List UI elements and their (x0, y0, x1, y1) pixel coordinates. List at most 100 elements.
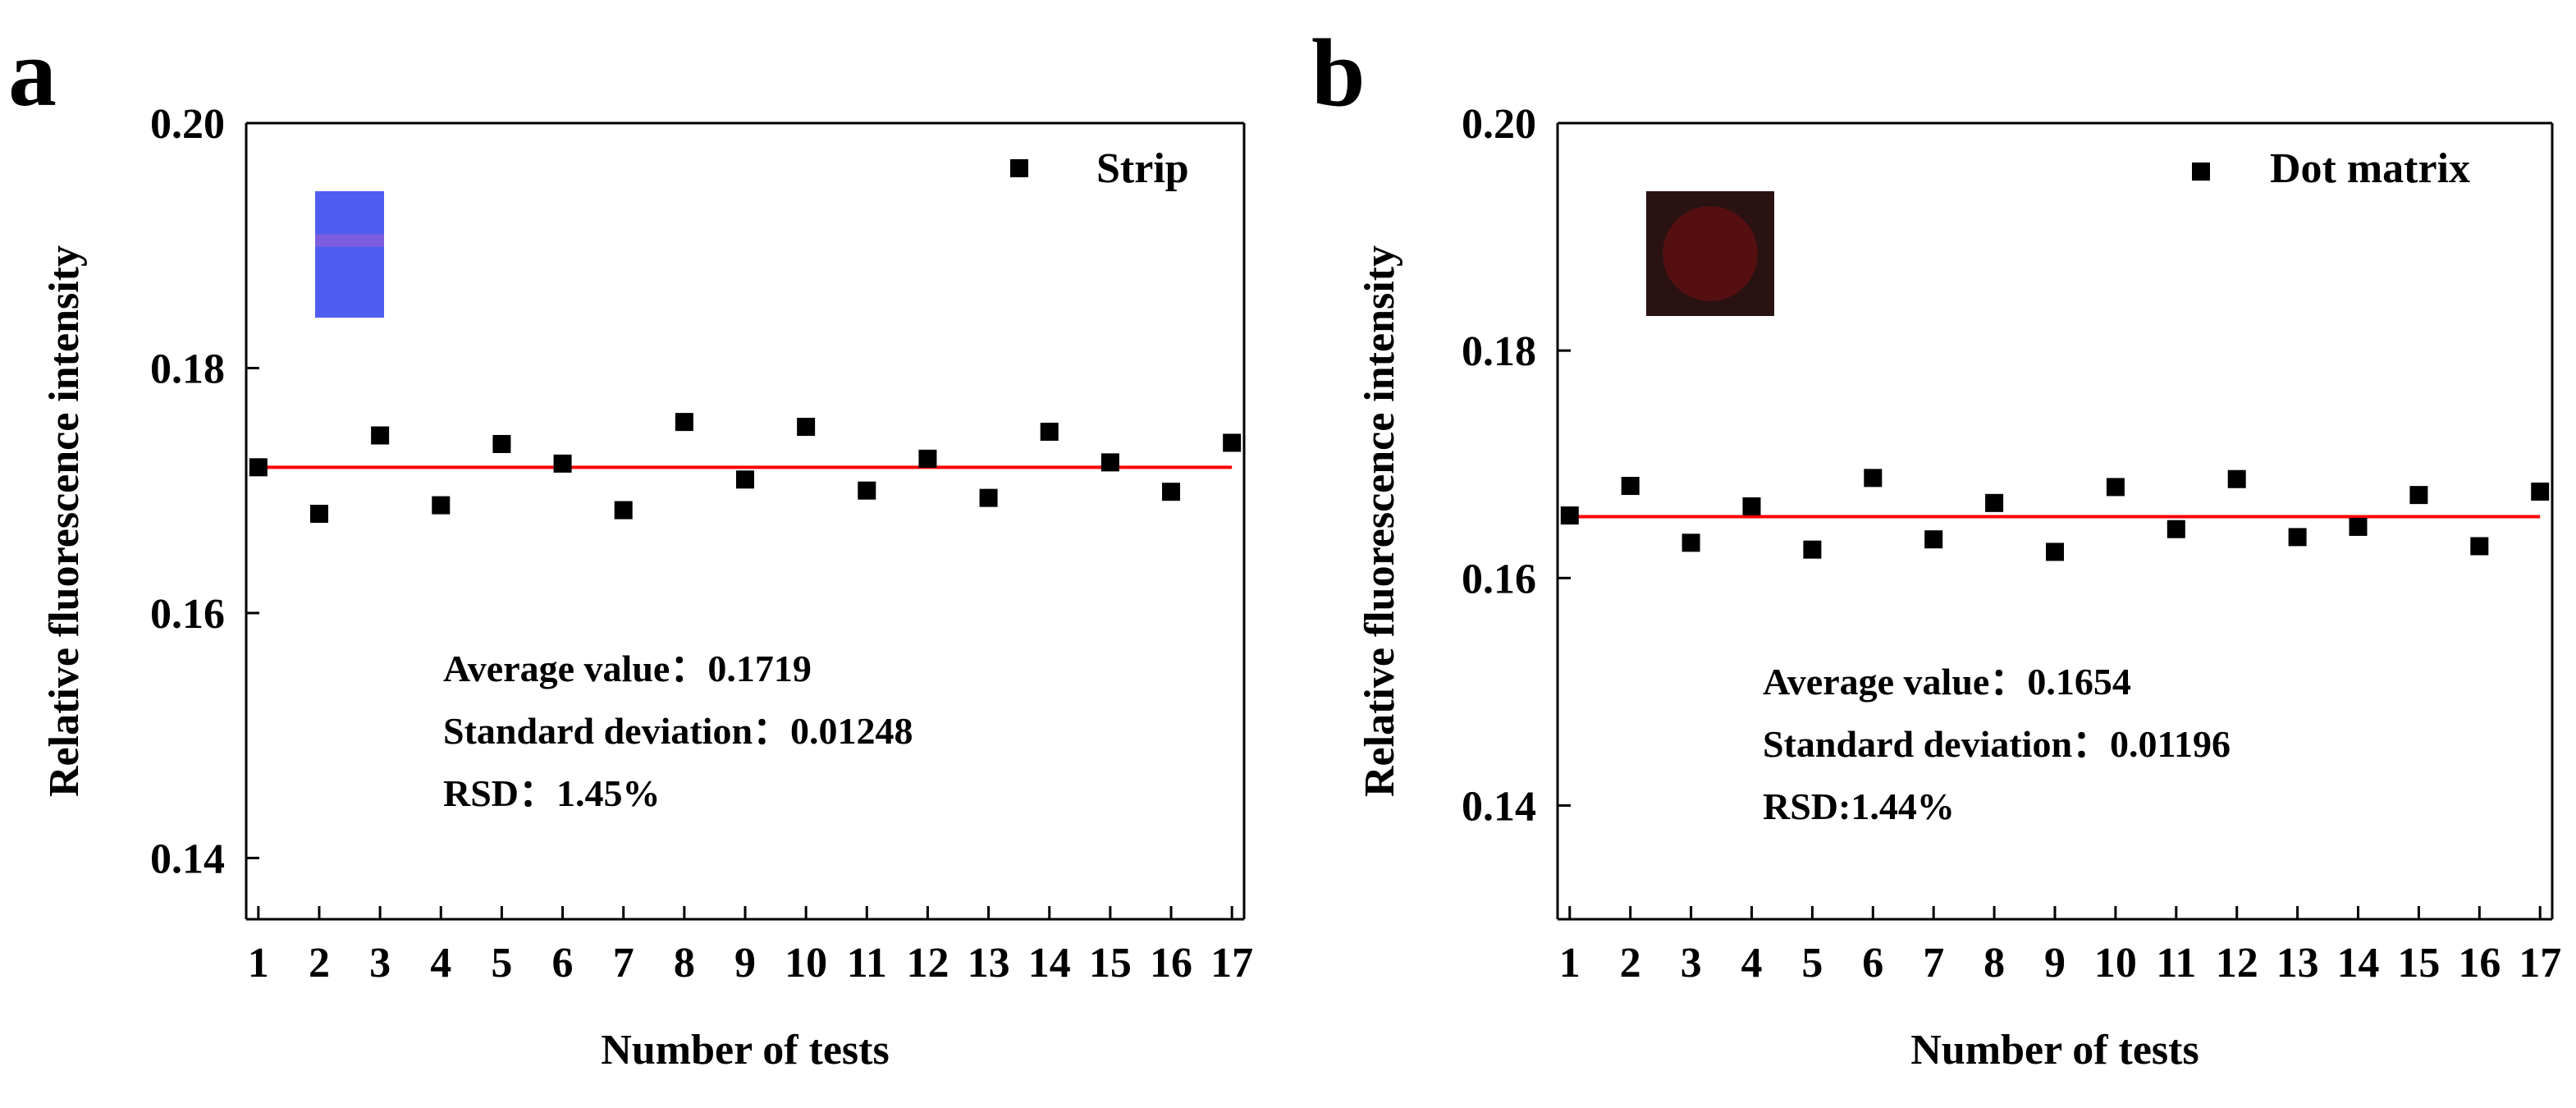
data-point (675, 413, 693, 432)
standard-deviation-annotation: Standard deviation：0.01248 (443, 710, 913, 752)
x-axis-title: Number of tests (601, 1027, 889, 1074)
legend: Strip (1010, 145, 1189, 192)
panel-b: b 0.140.160.180.201 2 3 4 5 6 7 8 9 10 11 12 13 14 15 1… (1311, 19, 2561, 1074)
test-band (315, 234, 384, 247)
data-point (553, 454, 572, 473)
data-point (2046, 543, 2064, 561)
data-point (2227, 469, 2246, 488)
data-point (736, 470, 754, 489)
x-tick-label: 3 (1681, 940, 1702, 987)
x-tick-label: 14 (1028, 940, 1071, 987)
x-tick-label: 5 (1801, 940, 1823, 987)
y-axis-title: Relative fluorescence intensity (41, 245, 88, 797)
x-tick-label: 9 (2044, 940, 2066, 987)
panel-label: b (1311, 19, 1366, 126)
data-point (371, 426, 390, 445)
data-point (614, 501, 633, 520)
panel-a: a 0.140.160.180.201 2 3 4 5 6 7 8 9 10 11 12 13 14 15 1… (8, 19, 1253, 1074)
plot-area: 0.140.160.180.201 2 3 4 5 6 7 8 9 10 11 12 13 14 15 16 1… (150, 101, 1253, 987)
data-point (2531, 482, 2550, 501)
y-tick-label: 0.16 (150, 591, 225, 638)
x-tick-label: 1 (248, 940, 269, 987)
data-point (249, 458, 268, 477)
data-point (858, 481, 876, 500)
strip-body (315, 191, 384, 318)
x-tick-label: 13 (968, 940, 1010, 987)
x-tick-label: 12 (906, 940, 949, 987)
x-tick-label: 5 (491, 940, 512, 987)
data-point (1162, 483, 1181, 501)
plot-area: 0.140.160.180.201 2 3 4 5 6 7 8 9 10 11 12 13 14 15 16 1… (1462, 101, 2561, 987)
standard-deviation-annotation: Standard deviation：0.01196 (1763, 723, 2231, 765)
panel-label: a (8, 19, 57, 126)
data-point (918, 449, 937, 468)
x-tick-label: 13 (2276, 940, 2319, 987)
x-tick-label: 2 (1620, 940, 1641, 987)
rsd-annotation: RSD：1.45% (443, 772, 661, 814)
x-tick-label: 14 (2337, 940, 2380, 987)
data-point (1864, 469, 1883, 488)
data-point (1223, 433, 1242, 452)
x-tick-label: 12 (2216, 940, 2258, 987)
x-tick-label: 3 (369, 940, 391, 987)
data-point (979, 488, 998, 507)
x-tick-label: 6 (552, 940, 574, 987)
legend-label: Dot matrix (2270, 145, 2470, 192)
x-tick-label: 15 (1089, 940, 1132, 987)
legend-label: Strip (1096, 145, 1189, 192)
dot-spot (1663, 206, 1758, 301)
x-tick-label: 7 (1923, 940, 1944, 987)
data-point (1560, 506, 1579, 525)
data-point (2166, 520, 2185, 538)
y-tick-label: 0.18 (1462, 328, 1536, 375)
data-point (1803, 540, 1822, 559)
y-tick-label: 0.16 (1462, 556, 1536, 602)
x-tick-label: 7 (613, 940, 634, 987)
rsd-annotation: RSD:1.44% (1763, 785, 1955, 827)
x-tick-label: 11 (847, 940, 887, 987)
x-tick-label: 8 (1983, 940, 2005, 987)
x-tick-label: 2 (309, 940, 330, 987)
y-tick-label: 0.20 (150, 101, 225, 148)
x-tick-label: 15 (2397, 940, 2440, 987)
x-tick-label: 17 (2519, 940, 2561, 987)
data-point (797, 418, 816, 437)
x-tick-label: 17 (1210, 940, 1253, 987)
y-tick-label: 0.18 (150, 346, 225, 392)
x-tick-label: 16 (1150, 940, 1192, 987)
x-tick-label: 11 (2156, 940, 2196, 987)
x-tick-label: 6 (1862, 940, 1883, 987)
legend-marker (2192, 163, 2210, 181)
data-point (1100, 453, 1119, 472)
data-point (2349, 517, 2368, 536)
strip-inset-image (315, 191, 384, 318)
data-point (1924, 530, 1943, 549)
y-axis-title: Relative fluorescence intensity (1357, 245, 1403, 797)
x-tick-label: 4 (1741, 940, 1762, 987)
data-point (309, 505, 328, 524)
average-value-annotation: Average value：0.1654 (1763, 661, 2131, 703)
data-point (1985, 493, 2004, 512)
data-point (2288, 528, 2307, 547)
dot-matrix-inset-image (1646, 191, 1774, 316)
x-axis-title: Number of tests (1910, 1027, 2199, 1074)
data-point (1621, 477, 1640, 496)
data-point (1681, 533, 1700, 552)
legend: Dot matrix (2192, 145, 2470, 192)
data-point (2106, 478, 2125, 497)
x-tick-label: 16 (2458, 940, 2501, 987)
x-tick-label: 1 (1559, 940, 1581, 987)
data-point (492, 434, 511, 453)
y-tick-label: 0.14 (1462, 783, 1536, 830)
x-tick-label: 10 (785, 940, 827, 987)
data-point (432, 496, 451, 515)
data-point (1040, 423, 1059, 442)
y-tick-label: 0.14 (150, 836, 225, 882)
data-point (2470, 537, 2489, 556)
x-tick-label: 10 (2094, 940, 2137, 987)
average-value-annotation: Average value：0.1719 (443, 648, 812, 689)
x-tick-label: 8 (674, 940, 695, 987)
x-tick-label: 4 (430, 940, 451, 987)
x-tick-label: 9 (734, 940, 756, 987)
legend-marker (1010, 159, 1028, 177)
